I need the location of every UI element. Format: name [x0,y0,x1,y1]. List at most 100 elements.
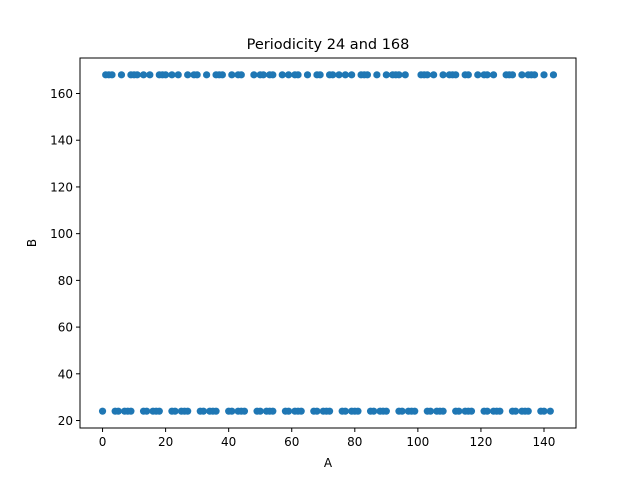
data-point [395,71,403,79]
data-point [297,407,305,415]
data-point [250,71,258,79]
plot-frame [79,57,577,429]
data-point [139,71,148,79]
data-point [284,71,293,79]
data-point [114,407,122,415]
data-point [398,407,406,415]
data-point [439,407,447,415]
data-point [518,71,526,79]
data-point [489,71,498,79]
x-tick-label: 140 [533,435,556,449]
data-point [171,407,179,415]
data-point [430,71,438,79]
data-point [228,407,236,415]
data-point [341,407,349,415]
x-tick-label: 100 [406,435,429,449]
x-tick-label: 60 [284,435,299,449]
data-point [228,71,236,79]
data-point [108,71,116,79]
data-point [193,71,201,79]
y-tick-label: 80 [58,274,73,288]
data-point [278,71,286,79]
y-tick-label: 100 [50,227,73,241]
data-point [512,407,520,415]
data-point [117,71,126,79]
data-point [530,71,539,79]
data-point [269,407,277,415]
y-axis: 20 40 60 80 100 120 140 160 [50,87,80,428]
data-point [508,71,517,79]
data-point [203,71,211,79]
x-tick-label: 20 [158,435,173,449]
data-point [382,407,390,415]
y-tick-label: 160 [50,87,73,101]
x-tick-label: 80 [347,435,362,449]
data-point [184,407,192,415]
data-point [363,71,372,79]
y-tick-label: 40 [58,367,73,381]
y-tick-label: 60 [58,321,73,335]
data-point [212,407,220,415]
data-point [452,71,460,79]
data-point [127,407,135,415]
data-point [174,71,182,79]
x-axis-label: A [324,456,333,470]
data-point [439,71,447,79]
data-point [316,71,324,79]
data-point [546,407,554,415]
data-point [401,71,409,79]
data-point [133,71,141,79]
data-point [411,407,419,415]
data-point [294,71,302,79]
data-point [354,407,362,415]
y-tick-label: 20 [58,414,73,428]
data-point [549,71,558,79]
data-point [423,71,431,79]
y-axis-label: B [25,239,39,247]
data-point [256,407,264,415]
data-point [474,71,482,79]
y-tick-label: 140 [50,134,73,148]
data-point [341,71,349,79]
data-point [168,71,176,79]
data-point [455,407,463,415]
data-point [155,407,163,415]
x-axis: 0 20 40 60 80 100 120 140 [99,428,556,449]
data-point [284,407,293,415]
y-tick-label: 120 [50,180,73,194]
data-point [325,407,334,415]
data-point [162,71,170,79]
data-point [240,407,249,415]
data-point [483,71,491,79]
data-point [524,407,532,415]
data-point [540,407,548,415]
data-point [184,71,192,79]
data-point [426,407,435,415]
x-tick-label: 40 [221,435,236,449]
x-tick-label: 120 [469,435,492,449]
data-point [335,71,343,79]
data-point [303,71,312,79]
data-point [467,407,476,415]
data-point [370,407,378,415]
data-point [373,71,381,79]
data-point [313,407,321,415]
data-point [464,71,472,79]
chart-title: Periodicity 24 and 168 [247,37,410,53]
data-point [259,71,267,79]
data-point [483,407,491,415]
data-point [329,71,337,79]
data-point [218,71,226,79]
data-point [496,407,504,415]
data-point [237,71,245,79]
data-point [540,71,548,79]
data-point [269,71,277,79]
data-point [348,71,356,79]
data-point [143,407,151,415]
points-layer [98,71,558,415]
x-tick-label: 0 [99,435,107,449]
data-point [199,407,208,415]
data-point [98,407,107,415]
data-point [382,71,390,79]
